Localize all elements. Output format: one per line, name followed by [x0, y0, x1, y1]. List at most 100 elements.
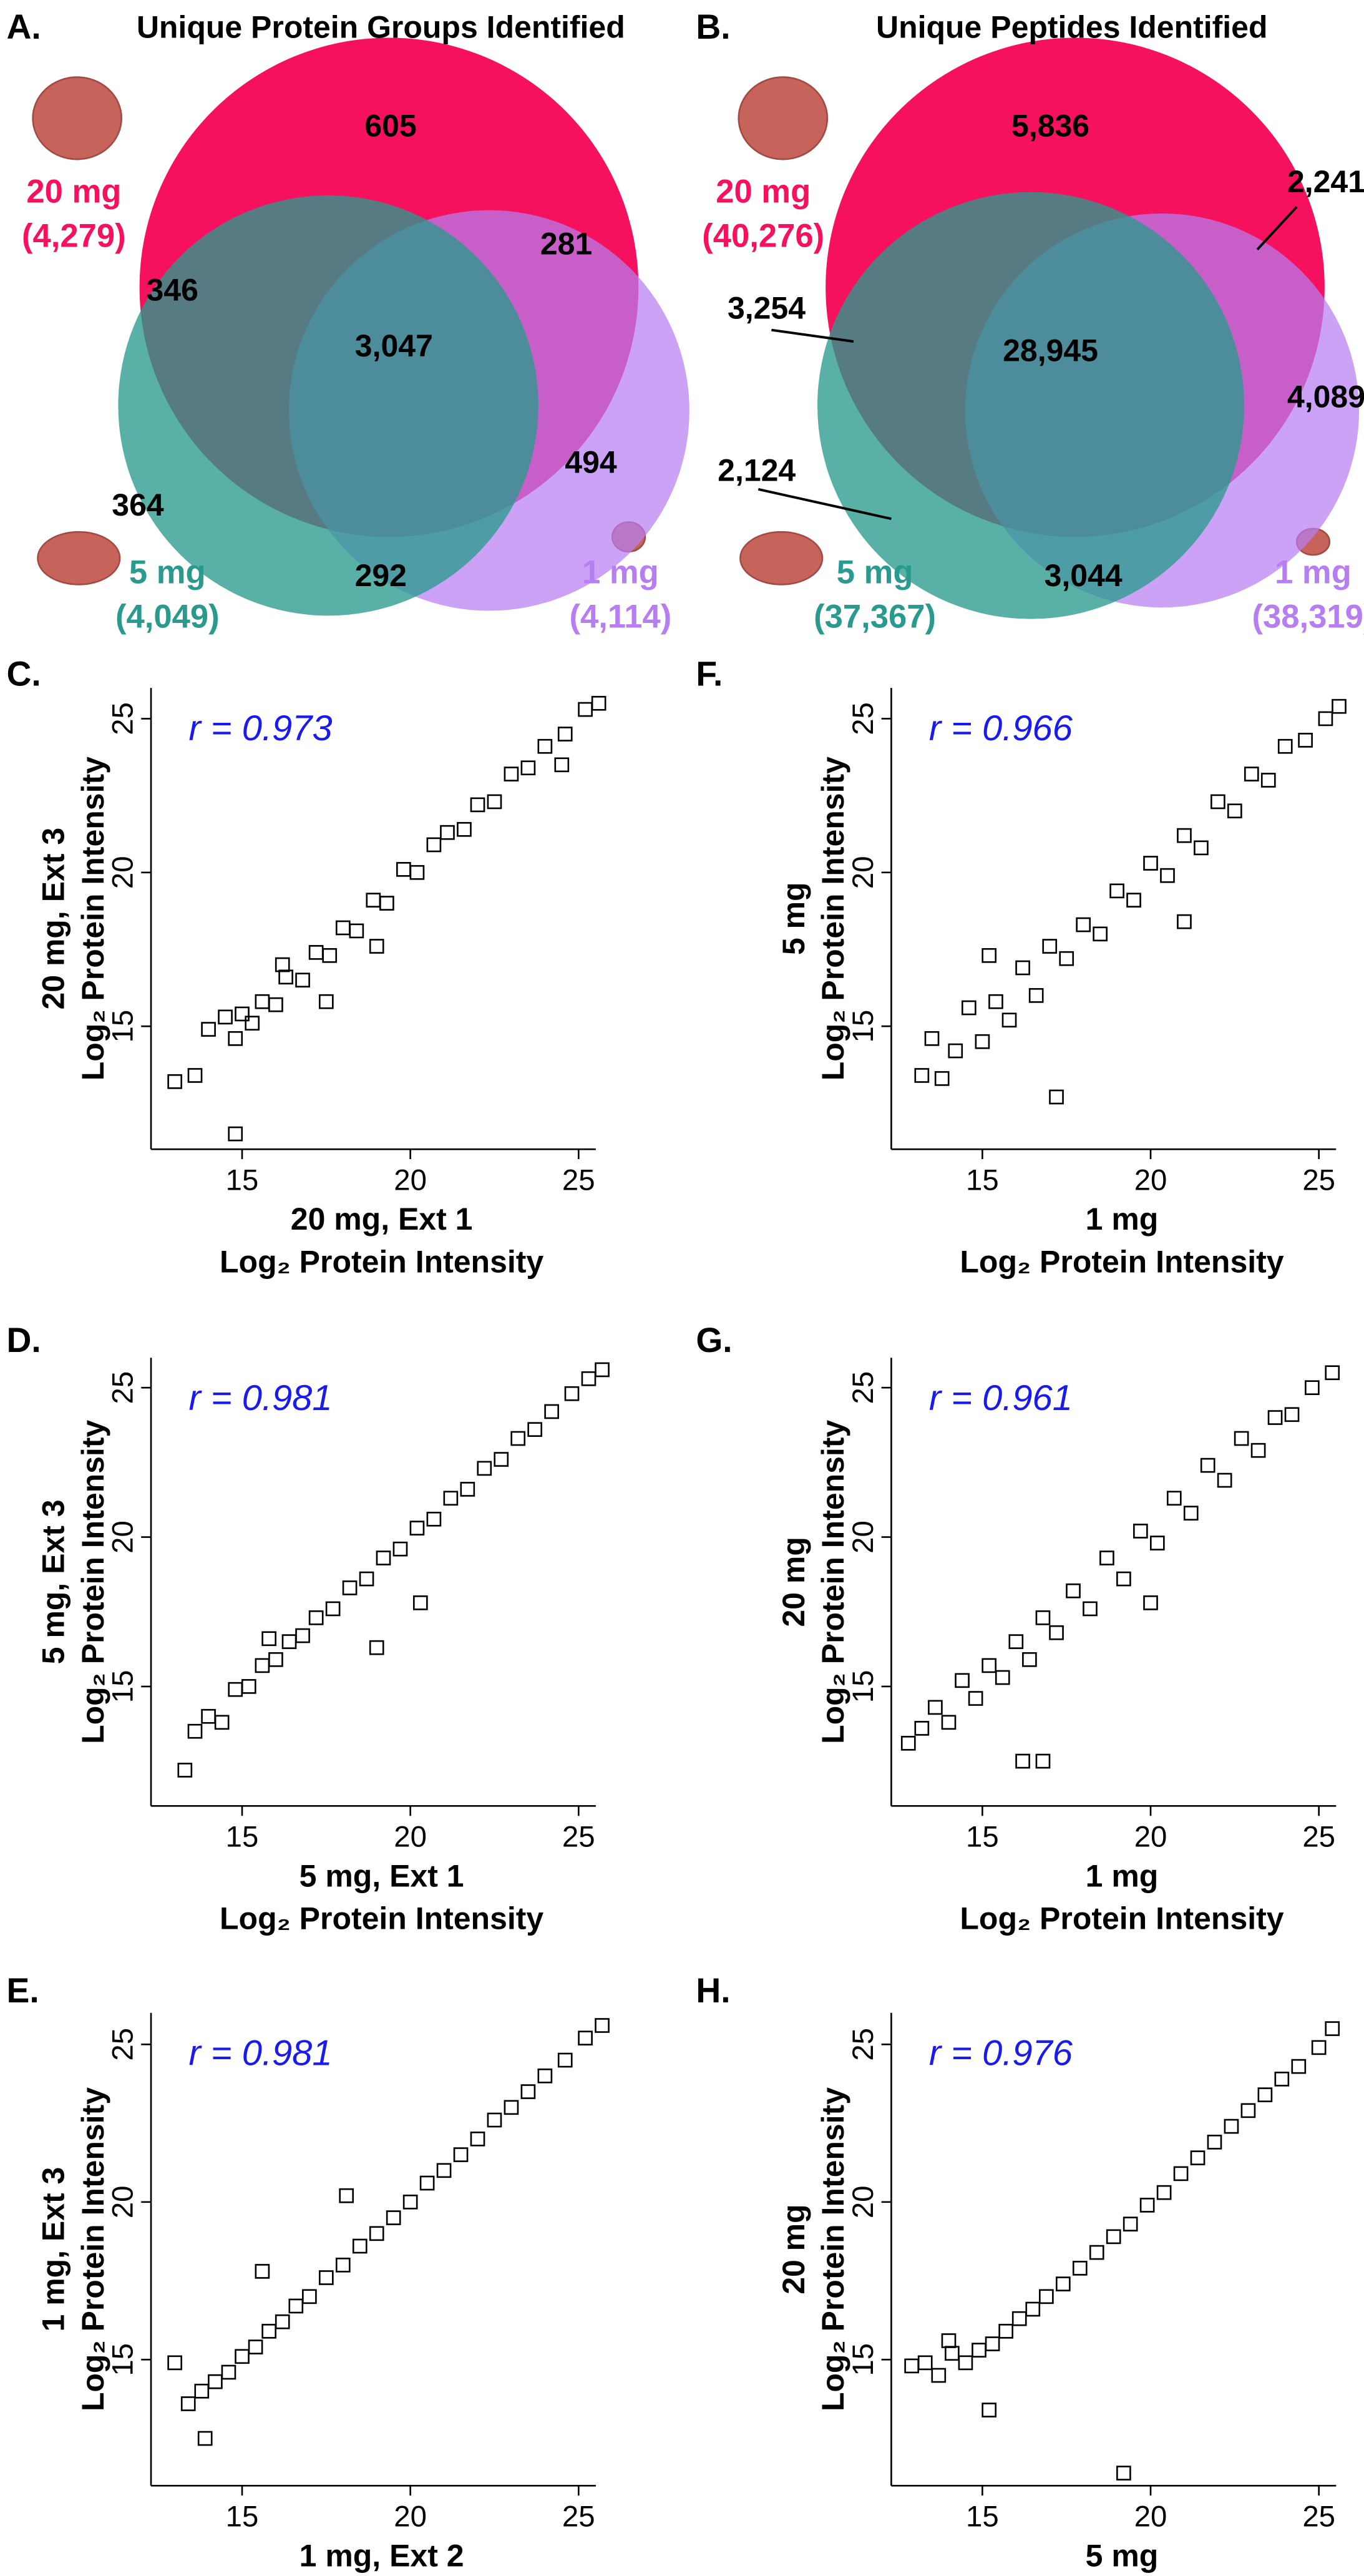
point	[581, 1371, 597, 1386]
panel-label: D.	[7, 1321, 41, 1359]
point	[342, 1580, 358, 1595]
point	[948, 1043, 963, 1059]
point	[982, 2402, 997, 2417]
y-axis-label: Log₂ Protein Intensity	[76, 757, 110, 1080]
point	[402, 2194, 418, 2210]
point	[1257, 2087, 1273, 2102]
point	[255, 2264, 270, 2279]
point	[335, 920, 351, 936]
y-tick-label: 20	[106, 2185, 139, 2218]
y-tick-label: 25	[847, 1371, 880, 1404]
point	[1025, 2301, 1041, 2317]
point	[177, 1763, 193, 1778]
point	[1244, 766, 1259, 781]
point	[288, 2298, 304, 2314]
point	[998, 2324, 1013, 2339]
point	[914, 1721, 930, 1736]
y-tick-label: 20	[847, 1521, 880, 1554]
region-label: 3,047	[355, 328, 433, 363]
point	[1126, 893, 1141, 908]
point	[1035, 1610, 1051, 1625]
point	[1305, 1380, 1320, 1395]
point	[352, 2238, 368, 2254]
point	[255, 1658, 270, 1673]
y-axis-label: Log₂ Protein Intensity	[816, 757, 850, 1080]
point	[369, 939, 384, 954]
y-axis-label: 5 mg, Ext 3	[36, 1499, 71, 1664]
point	[1049, 1089, 1064, 1105]
y-axis-label: Log₂ Protein Intensity	[76, 1420, 110, 1744]
x-tick-label: 20	[1134, 1163, 1167, 1197]
x-axis-label: 20 mg, Ext 1	[291, 1202, 473, 1237]
y-tick-label: 25	[847, 2028, 880, 2061]
point	[955, 1673, 970, 1688]
point	[295, 1628, 310, 1643]
point	[318, 2270, 334, 2285]
point	[510, 1431, 526, 1446]
point	[241, 1679, 256, 1694]
point	[278, 969, 293, 985]
point	[527, 1422, 543, 1437]
point	[1194, 840, 1209, 856]
point	[245, 1016, 260, 1031]
leader-line	[771, 328, 854, 343]
point	[201, 1022, 216, 1037]
x-axis-label: Log₂ Protein Intensity	[960, 1901, 1284, 1936]
point	[928, 1700, 943, 1715]
x-tick-label: 15	[226, 1820, 259, 1853]
point	[1083, 1601, 1098, 1617]
leader-line	[758, 487, 892, 521]
leader-line	[1256, 206, 1298, 251]
x-axis-label: 5 mg	[1086, 2538, 1159, 2573]
point	[1143, 856, 1158, 871]
point	[412, 1595, 428, 1610]
set-size: (37,367)	[814, 599, 936, 635]
point	[255, 994, 270, 1009]
point	[914, 1068, 930, 1083]
y-axis-label: Log₂ Protein Intensity	[76, 2087, 110, 2411]
point	[1039, 2289, 1054, 2304]
set-size: (38,319)	[1252, 599, 1364, 635]
point	[275, 957, 290, 972]
set-name: 20 mg	[716, 173, 811, 210]
annotation: r = 0.973	[189, 708, 333, 748]
point	[180, 2396, 196, 2411]
point	[443, 1491, 459, 1506]
point	[426, 1511, 442, 1527]
y-tick-label: 15	[847, 2343, 880, 2376]
point	[409, 864, 425, 880]
point	[544, 1404, 559, 1419]
y-tick-label: 20	[847, 2185, 880, 2218]
point	[1207, 2135, 1222, 2150]
tissue-icons	[32, 76, 1331, 585]
point	[1318, 711, 1333, 727]
point	[1260, 773, 1276, 788]
point	[359, 1571, 374, 1587]
point	[1311, 2040, 1327, 2055]
region-label: 364	[112, 487, 164, 522]
x-tick-label: 20	[1134, 2500, 1167, 2533]
x-tick-label: 25	[1302, 2500, 1335, 2533]
point	[453, 2147, 469, 2162]
point	[376, 1550, 391, 1565]
point	[201, 1708, 216, 1724]
point	[470, 797, 485, 813]
chart-title: Unique Peptides Identified	[876, 10, 1267, 45]
point	[235, 2349, 250, 2364]
point	[1217, 1472, 1232, 1488]
panel-label: E.	[7, 1971, 39, 2010]
point	[339, 2188, 354, 2203]
point	[187, 1068, 203, 1083]
point	[1011, 2311, 1027, 2326]
point	[261, 1631, 276, 1647]
y-tick-label: 15	[847, 1010, 880, 1043]
point	[1149, 1535, 1165, 1550]
region-label: 3,254	[728, 290, 806, 325]
y-axis-label: 20 mg	[776, 2204, 811, 2294]
point	[419, 2175, 435, 2191]
y-axis-label: 20 mg, Ext 3	[36, 828, 71, 1010]
region-label: 2,124	[718, 453, 796, 488]
set-name: 1 mg	[1275, 554, 1352, 591]
point	[1089, 2245, 1104, 2260]
x-tick-label: 20	[394, 1163, 427, 1197]
